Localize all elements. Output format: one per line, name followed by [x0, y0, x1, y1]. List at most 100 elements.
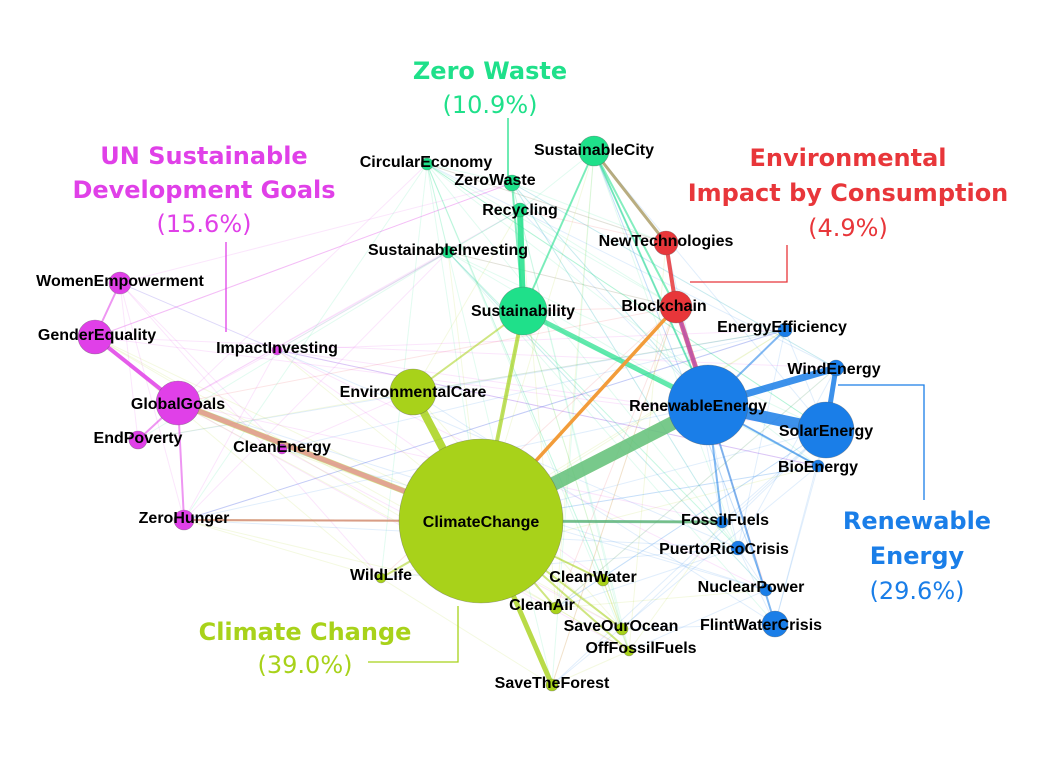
background-edge	[281, 391, 414, 450]
background-edge	[519, 209, 709, 406]
background-edge	[737, 329, 786, 549]
background-edge	[602, 579, 623, 630]
background-edge	[551, 650, 630, 686]
node-label-WindEnergy: WindEnergy	[787, 361, 880, 378]
node-label-CleanWater: CleanWater	[549, 569, 636, 586]
background-edge	[276, 349, 819, 467]
node-ImpactInvesting	[271, 344, 283, 356]
node-label-WomenEmpowerment: WomenEmpowerment	[36, 273, 204, 290]
callout-line-env-impact	[690, 245, 788, 283]
callout-line-renewable	[838, 384, 925, 500]
background-edge	[426, 163, 667, 244]
cluster-callout-lines	[225, 118, 925, 663]
background-edge	[94, 182, 513, 338]
cluster-title-line: Environmental	[749, 144, 946, 172]
cluster-title-env-impact: Environmental Impact by Consumption (4.9%)	[688, 144, 1009, 242]
node-OffFossilFuels	[623, 645, 635, 657]
node-label-RenewableEnergy: RenewableEnergy	[629, 398, 767, 415]
background-edge	[119, 182, 513, 284]
background-edge	[94, 182, 513, 338]
background-edge	[519, 209, 667, 244]
callout-line-climate	[368, 606, 459, 663]
background-edge	[177, 163, 428, 404]
background-edge	[276, 349, 819, 467]
node-SustainableCity	[578, 135, 610, 167]
background-edge	[511, 182, 709, 406]
background-edge	[276, 349, 819, 467]
node-EnergyEfficiency	[777, 322, 793, 338]
node-Blockchain	[659, 290, 693, 324]
background-edge	[447, 209, 521, 253]
cluster-title-zero-waste: Zero Waste (10.9%)	[413, 57, 567, 119]
background-edge	[593, 150, 767, 591]
background-edge	[593, 150, 767, 591]
cluster-title-un-sdg: UN Sustainable Development Goals (15.6%)	[72, 142, 335, 238]
cluster-percent: (4.9%)	[808, 214, 888, 242]
node-label-FlintWaterCrisis: FlintWaterCrisis	[700, 617, 822, 634]
background-edge	[447, 251, 827, 431]
node-label-GenderEquality: GenderEquality	[38, 327, 156, 344]
background-edge	[412, 329, 786, 393]
node-label-GlobalGoals: GlobalGoals	[131, 396, 225, 413]
node-label-CleanAir: CleanAir	[509, 597, 575, 614]
cluster-percent: (39.0%)	[258, 651, 353, 679]
background-edge	[412, 391, 776, 625]
background-edge	[628, 589, 767, 652]
node-label-SustainableInvesting: SustainableInvesting	[368, 242, 528, 259]
node-label-SaveTheForest: SaveTheForest	[495, 675, 610, 692]
edge-SustainableCity-RenewableEnergy	[593, 150, 709, 406]
background-edge	[426, 163, 677, 308]
cluster-title-line: Renewable	[843, 507, 991, 535]
cluster-title-line: Energy	[870, 542, 965, 570]
background-edge	[447, 251, 709, 406]
node-WindEnergy	[827, 359, 845, 377]
node-FlintWaterCrisis	[761, 610, 789, 638]
node-GenderEquality	[77, 319, 113, 355]
node-EnvironmentalCare	[389, 368, 437, 416]
node-RenewableEnergy	[667, 364, 749, 446]
background-edge	[555, 607, 630, 652]
node-label-EnergyEfficiency: EnergyEfficiency	[717, 319, 847, 336]
cluster-percent: (10.9%)	[443, 91, 538, 119]
node-SolarEnergy	[797, 401, 855, 459]
node-label-Blockchain: Blockchain	[621, 298, 706, 315]
node-label-EnvironmentalCare: EnvironmentalCare	[340, 384, 487, 401]
node-label-NuclearPower: NuclearPower	[698, 579, 805, 596]
node-ClimateChange	[398, 438, 564, 604]
background-edge	[281, 329, 786, 450]
cluster-title-renewable: Renewable Energy (29.6%)	[843, 507, 991, 605]
background-edge	[183, 329, 786, 521]
node-label-SolarEnergy: SolarEnergy	[779, 423, 873, 440]
cluster-title-line: Zero Waste	[413, 57, 567, 85]
node-EndPoverty	[128, 430, 148, 450]
cluster-title-line: Development Goals	[72, 176, 335, 204]
background-edge	[94, 182, 513, 338]
edge-SustainableCity-NewTechnologies-tone	[592, 149, 668, 245]
background-edge	[522, 310, 630, 652]
background-edge	[511, 182, 630, 652]
background-edge	[621, 623, 776, 630]
node-label-WildLife: WildLife	[350, 567, 412, 584]
background-edge	[555, 547, 739, 609]
background-edge	[426, 163, 739, 549]
node-SustainableInvesting	[441, 245, 455, 259]
node-label-SustainableCity: SustainableCity	[534, 142, 654, 159]
node-NuclearPower	[759, 583, 773, 597]
background-edge	[522, 306, 677, 312]
node-BioEnergy	[811, 459, 825, 473]
background-edge	[511, 182, 667, 244]
cluster-title-line: UN Sustainable	[100, 142, 307, 170]
background-edge	[519, 150, 595, 211]
node-label-OffFossilFuels: OffFossilFuels	[585, 640, 696, 657]
node-label-PuertoRicoCrisis: PuertoRicoCrisis	[659, 541, 789, 558]
edge-SustainableCity-Blockchain	[593, 150, 677, 308]
background-edge	[602, 579, 630, 652]
node-PuertoRicoCrisis	[730, 540, 746, 556]
background-edge	[183, 251, 449, 521]
background-edge	[426, 163, 604, 581]
cluster-percent: (29.6%)	[870, 577, 965, 605]
node-ZeroWaste	[503, 174, 521, 192]
background-edge	[412, 329, 786, 393]
background-edge	[119, 282, 283, 450]
